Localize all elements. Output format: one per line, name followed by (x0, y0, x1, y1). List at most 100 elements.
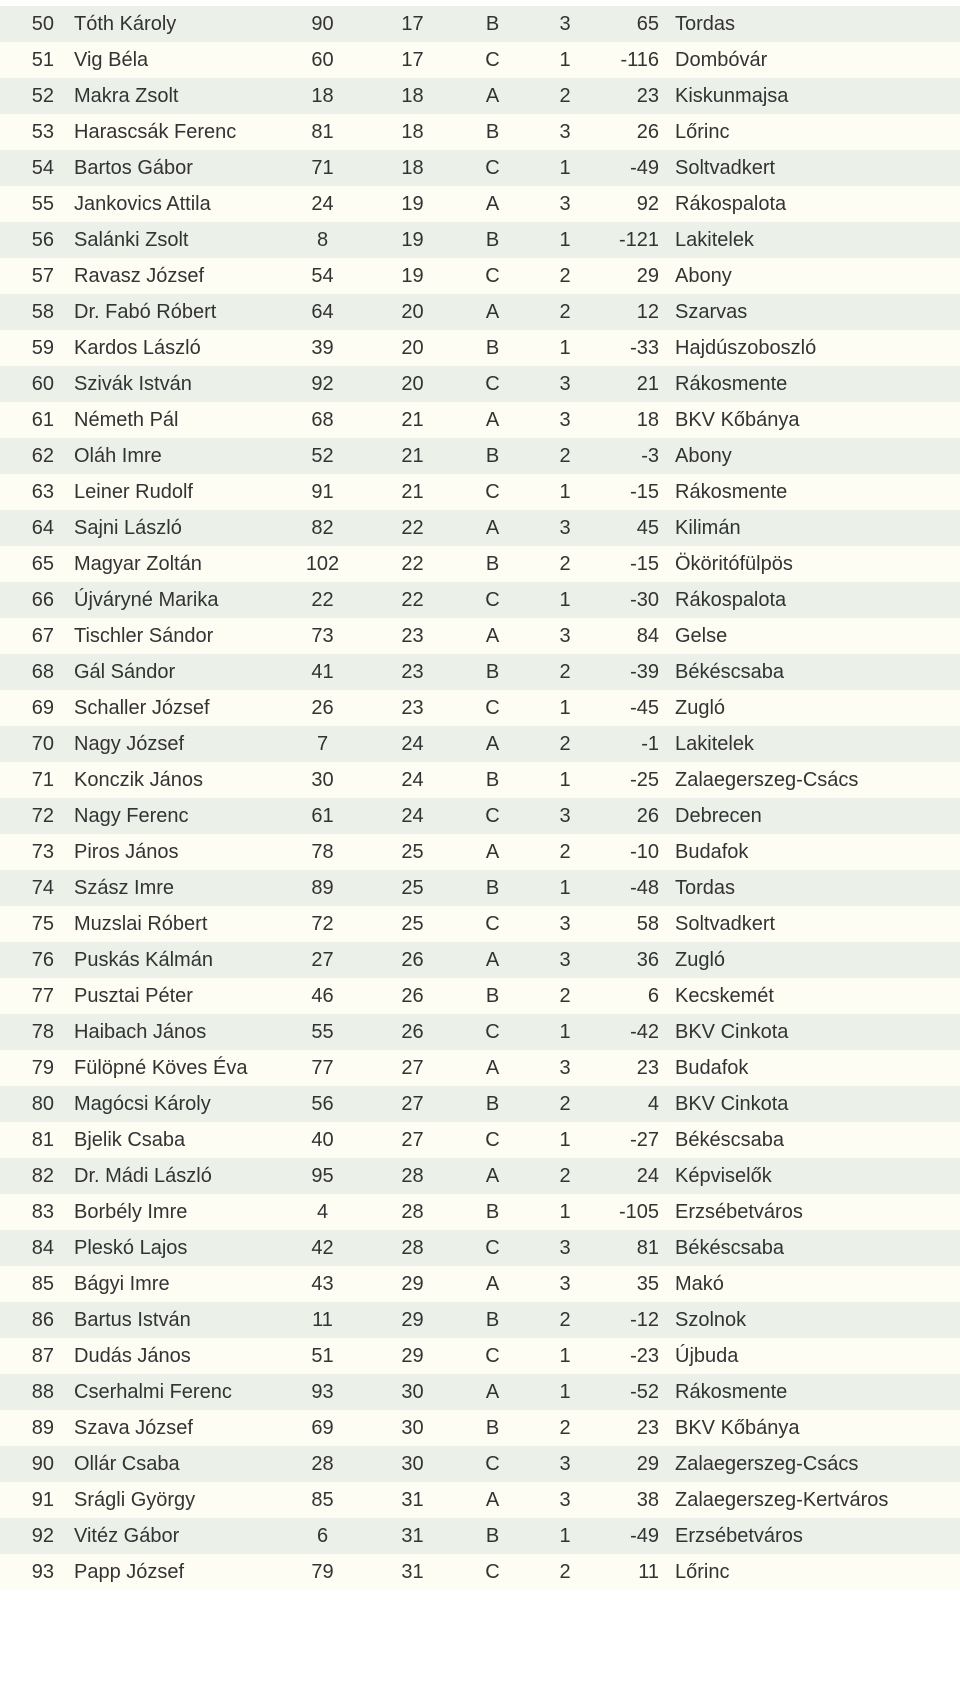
num3-cell: 2 (530, 301, 600, 324)
name-cell: Bartus István (60, 1309, 275, 1332)
table-row: 82Dr. Mádi László9528A224Képviselők (0, 1158, 960, 1194)
num4-cell: 23 (600, 1057, 665, 1080)
num3-cell: 2 (530, 1309, 600, 1332)
num1-cell: 46 (275, 985, 370, 1008)
num4-cell: 29 (600, 265, 665, 288)
table-row: 93Papp József7931C211Lőrinc (0, 1554, 960, 1590)
num2-cell: 23 (370, 661, 455, 684)
name-cell: Oláh Imre (60, 445, 275, 468)
num3-cell: 2 (530, 1165, 600, 1188)
num4-cell: -116 (600, 49, 665, 72)
group-cell: A (455, 1381, 530, 1404)
rank-cell: 80 (0, 1093, 60, 1116)
num3-cell: 3 (530, 913, 600, 936)
num4-cell: 23 (600, 1417, 665, 1440)
num3-cell: 3 (530, 1453, 600, 1476)
table-row: 50Tóth Károly9017B365Tordas (0, 6, 960, 42)
group-cell: C (455, 1129, 530, 1152)
num4-cell: 45 (600, 517, 665, 540)
num1-cell: 90 (275, 13, 370, 36)
num1-cell: 69 (275, 1417, 370, 1440)
num4-cell: 24 (600, 1165, 665, 1188)
num2-cell: 18 (370, 121, 455, 144)
name-cell: Bartos Gábor (60, 157, 275, 180)
num4-cell: 35 (600, 1273, 665, 1296)
club-cell: Lakitelek (665, 733, 960, 756)
group-cell: A (455, 517, 530, 540)
name-cell: Piros János (60, 841, 275, 864)
rank-cell: 85 (0, 1273, 60, 1296)
table-row: 56Salánki Zsolt819B1-121Lakitelek (0, 222, 960, 258)
num4-cell: 4 (600, 1093, 665, 1116)
num2-cell: 21 (370, 409, 455, 432)
name-cell: Puskás Kálmán (60, 949, 275, 972)
num4-cell: 11 (600, 1561, 665, 1584)
num4-cell: -33 (600, 337, 665, 360)
num1-cell: 61 (275, 805, 370, 828)
table-row: 75Muzslai Róbert7225C358Soltvadkert (0, 906, 960, 942)
rank-cell: 54 (0, 157, 60, 180)
table-row: 77Pusztai Péter4626B26Kecskemét (0, 978, 960, 1014)
num1-cell: 78 (275, 841, 370, 864)
num3-cell: 2 (530, 445, 600, 468)
num4-cell: 26 (600, 805, 665, 828)
num1-cell: 64 (275, 301, 370, 324)
rank-cell: 93 (0, 1561, 60, 1584)
name-cell: Papp József (60, 1561, 275, 1584)
num3-cell: 2 (530, 85, 600, 108)
group-cell: C (455, 1021, 530, 1044)
name-cell: Nagy József (60, 733, 275, 756)
num2-cell: 28 (370, 1165, 455, 1188)
name-cell: Makra Zsolt (60, 85, 275, 108)
name-cell: Vig Béla (60, 49, 275, 72)
num3-cell: 2 (530, 1561, 600, 1584)
num1-cell: 77 (275, 1057, 370, 1080)
num2-cell: 31 (370, 1561, 455, 1584)
table-row: 72Nagy Ferenc6124C326Debrecen (0, 798, 960, 834)
table-row: 62Oláh Imre5221B2-3Abony (0, 438, 960, 474)
group-cell: B (455, 229, 530, 252)
name-cell: Dudás János (60, 1345, 275, 1368)
group-cell: B (455, 1417, 530, 1440)
num2-cell: 28 (370, 1237, 455, 1260)
table-row: 65Magyar Zoltán10222B2-15Ököritófülpös (0, 546, 960, 582)
rank-cell: 68 (0, 661, 60, 684)
num4-cell: 36 (600, 949, 665, 972)
name-cell: Sajni László (60, 517, 275, 540)
name-cell: Nagy Ferenc (60, 805, 275, 828)
num3-cell: 2 (530, 661, 600, 684)
group-cell: B (455, 445, 530, 468)
num1-cell: 11 (275, 1309, 370, 1332)
group-cell: A (455, 841, 530, 864)
num3-cell: 3 (530, 517, 600, 540)
num1-cell: 52 (275, 445, 370, 468)
results-table: 50Tóth Károly9017B365Tordas51Vig Béla601… (0, 0, 960, 1610)
table-row: 73Piros János7825A2-10Budafok (0, 834, 960, 870)
table-row: 70Nagy József724A2-1Lakitelek (0, 726, 960, 762)
name-cell: Dr. Mádi László (60, 1165, 275, 1188)
group-cell: B (455, 1525, 530, 1548)
rank-cell: 81 (0, 1129, 60, 1152)
name-cell: Szivák István (60, 373, 275, 396)
rank-cell: 57 (0, 265, 60, 288)
num4-cell: -15 (600, 481, 665, 504)
name-cell: Jankovics Attila (60, 193, 275, 216)
table-row: 53Harascsák Ferenc8118B326Lőrinc (0, 114, 960, 150)
group-cell: A (455, 301, 530, 324)
club-cell: BKV Cinkota (665, 1093, 960, 1116)
num3-cell: 3 (530, 1489, 600, 1512)
table-row: 59Kardos László3920B1-33Hajdúszoboszló (0, 330, 960, 366)
club-cell: Kiskunmajsa (665, 85, 960, 108)
rank-cell: 82 (0, 1165, 60, 1188)
num2-cell: 22 (370, 517, 455, 540)
table-row: 52Makra Zsolt1818A223Kiskunmajsa (0, 78, 960, 114)
club-cell: Abony (665, 265, 960, 288)
num4-cell: 92 (600, 193, 665, 216)
name-cell: Haibach János (60, 1021, 275, 1044)
num1-cell: 79 (275, 1561, 370, 1584)
name-cell: Ollár Csaba (60, 1453, 275, 1476)
group-cell: C (455, 49, 530, 72)
table-row: 58Dr. Fabó Róbert6420A212Szarvas (0, 294, 960, 330)
group-cell: C (455, 1453, 530, 1476)
num2-cell: 19 (370, 193, 455, 216)
